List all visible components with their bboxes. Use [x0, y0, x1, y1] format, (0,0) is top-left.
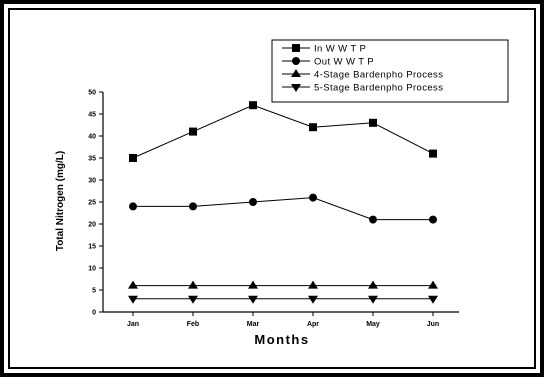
data-point-square — [369, 118, 377, 127]
y-tick-label: 35 — [88, 156, 96, 163]
legend-entry: 4-Stage Bardenpho Process — [282, 69, 443, 81]
y-axis-label: Total Nitrogen (mg/L) — [55, 151, 66, 251]
data-point-circle — [249, 198, 257, 206]
series-group — [128, 101, 438, 304]
data-point-square — [249, 101, 257, 110]
legend: In W W T P Out W W T P 4-Stage Bardenpho P… — [271, 39, 509, 103]
data-point-circle — [369, 215, 377, 224]
chart-frame-inner — [8, 8, 536, 369]
x-axis-label: Months — [254, 332, 309, 347]
legend-entry: Out W W T P — [282, 57, 374, 68]
data-point-circle — [309, 193, 317, 202]
data-point-triangle-up — [128, 280, 138, 289]
y-tick-label: 0 — [92, 310, 96, 317]
data-point-square — [309, 123, 317, 132]
data-point-triangle-down — [368, 295, 378, 304]
x-tick-label: Jan — [127, 321, 139, 328]
y-tick-label: 40 — [88, 134, 96, 141]
y-tick-label: 30 — [88, 178, 96, 185]
data-point-circle — [189, 202, 197, 211]
y-tick-label: 45 — [88, 112, 96, 119]
data-point-square — [429, 149, 437, 158]
series-2 — [129, 193, 437, 224]
x-tick-label: Apr — [307, 321, 319, 328]
y-tick-label: 25 — [88, 200, 96, 207]
series-line — [132, 104, 434, 159]
legend-label: 4-Stage Bardenpho Process — [314, 70, 443, 81]
data-point-circle — [429, 215, 437, 224]
x-tick-label: Mar — [247, 321, 260, 328]
series-line — [133, 197, 433, 221]
data-point-triangle-up — [308, 280, 318, 289]
legend-entry: 5-Stage Bardenpho Process — [282, 83, 443, 94]
y-tick-label: 50 — [88, 90, 96, 97]
legend-marker-triangle-up — [291, 69, 301, 77]
legend-entry: In W W T P — [282, 44, 366, 55]
data-point-square — [129, 154, 137, 162]
x-axis-ticks: Jan Feb Mar Apr May Jun — [127, 312, 439, 328]
data-point-triangle-down — [188, 295, 198, 304]
data-point-triangle-down — [308, 295, 318, 304]
x-tick-label: May — [366, 321, 380, 328]
data-point-circle — [129, 202, 137, 211]
data-point-triangle-up — [368, 280, 378, 289]
x-tick-label: Jun — [427, 321, 439, 328]
x-tick-label: Feb — [187, 321, 199, 328]
y-tick-label: 20 — [88, 222, 96, 229]
legend-label: Out W W T P — [314, 57, 374, 68]
legend-box — [271, 39, 509, 103]
legend-label: In W W T P — [314, 44, 366, 55]
data-point-triangle-up — [188, 280, 198, 289]
legend-label: 5-Stage Bardenpho Process — [314, 83, 443, 94]
series-1 — [129, 101, 437, 162]
y-tick-label: 10 — [88, 266, 96, 273]
data-point-triangle-down — [428, 295, 438, 304]
legend-marker-circle — [292, 57, 300, 65]
y-tick-label: 15 — [88, 244, 96, 251]
data-point-triangle-down — [248, 295, 258, 304]
legend-marker-square — [292, 44, 300, 52]
data-point-triangle-up — [428, 280, 438, 289]
legend-marker-triangle-down — [291, 84, 301, 92]
series-3 — [128, 280, 438, 289]
series-4 — [128, 295, 438, 304]
data-point-triangle-down — [128, 295, 138, 304]
data-point-square — [189, 127, 197, 136]
data-point-triangle-up — [248, 280, 258, 289]
y-axis-ticks: 0 5 10 15 20 25 30 35 40 45 50 — [88, 90, 103, 317]
y-tick-label: 5 — [92, 288, 96, 295]
axes — [102, 92, 459, 313]
